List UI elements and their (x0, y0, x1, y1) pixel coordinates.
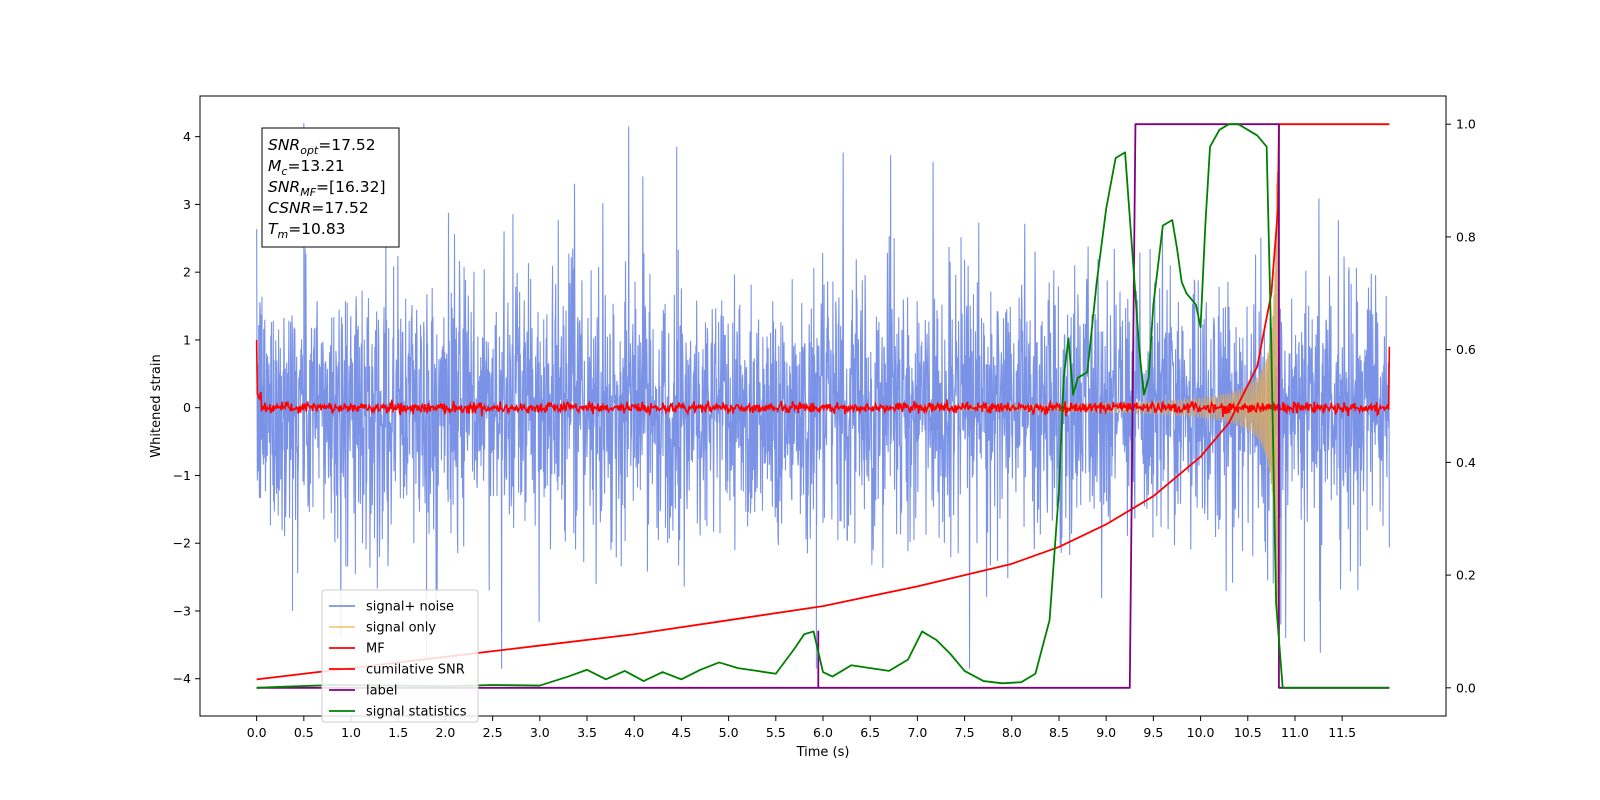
y2-tick-label: 0.0 (1456, 680, 1476, 695)
series-signal-statistics (256, 123, 1390, 689)
annotation-line: Mc=13.21 (268, 157, 345, 178)
x-tick-label: 11.5 (1328, 725, 1356, 740)
legend-label: label (366, 684, 397, 699)
x-tick-label: 7.5 (955, 725, 975, 740)
x-tick-label: 10.0 (1187, 725, 1215, 740)
x-tick-label: 11.0 (1281, 725, 1309, 740)
label-line (256, 123, 1390, 689)
x-tick-label: 9.5 (1143, 725, 1163, 740)
series-signal-noise (256, 123, 1390, 669)
x-tick-label: 1.5 (388, 725, 408, 740)
legend-label: cumilative SNR (366, 663, 465, 678)
legend-label: MF (366, 642, 385, 657)
y-tick-label: −2 (173, 536, 191, 551)
y-tick-label: 4 (183, 129, 191, 144)
x-tick-label: 8.0 (1002, 725, 1022, 740)
mf-line (255, 339, 1391, 417)
y2-tick-label: 1.0 (1456, 117, 1476, 132)
legend-frame (321, 589, 479, 723)
x-axis-label: Time (s) (796, 745, 850, 760)
y-axis-label: Whitened strain (149, 354, 164, 457)
plot-area (255, 123, 1391, 689)
x-tick-label: 4.0 (624, 725, 644, 740)
y2-axis-ticks: 0.0 0.2 0.4 0.6 0.8 1.0 (1446, 117, 1476, 695)
y2-tick-label: 0.2 (1456, 568, 1476, 583)
legend: signal+ noise signal only MF cumilative SNR… (321, 589, 479, 723)
annotation-line: SNRMF=[16.32] (268, 178, 386, 199)
signal-noise-line (256, 126, 1390, 669)
y-tick-label: 2 (183, 265, 191, 280)
x-tick-label: 0.5 (294, 725, 314, 740)
legend-label: signal only (366, 621, 436, 636)
y-tick-label: 3 (183, 197, 191, 212)
x-tick-label: 10.5 (1234, 725, 1262, 740)
y2-tick-label: 0.8 (1456, 229, 1476, 244)
x-tick-label: 7.0 (907, 725, 927, 740)
x-tick-label: 0.0 (247, 725, 267, 740)
x-tick-label: 2.5 (483, 725, 503, 740)
x-tick-label: 1.0 (341, 725, 361, 740)
annotation-line: CSNR=17.52 (268, 199, 369, 217)
x-tick-label: 5.0 (719, 725, 739, 740)
x-tick-label: 6.0 (813, 725, 833, 740)
legend-label: signal+ noise (366, 600, 454, 615)
legend-label: signal statistics (366, 705, 467, 720)
y-axis-ticks: −4 −3 −2 −1 0 1 2 3 4 (173, 129, 200, 686)
y-tick-label: −4 (173, 671, 191, 686)
series-mf (255, 339, 1391, 417)
series-label (256, 123, 1390, 689)
y2-tick-label: 0.4 (1456, 455, 1476, 470)
x-tick-label: 9.0 (1096, 725, 1116, 740)
signal-statistics-line (256, 123, 1390, 689)
y2-tick-label: 0.6 (1456, 342, 1476, 357)
annotation-lines: SNRopt=17.52Mc=13.21SNRMF=[16.32]CSNR=17… (268, 136, 386, 241)
y-tick-label: 0 (183, 400, 191, 415)
legend-entries: signal+ noise signal only MF cumilative SNR… (329, 600, 467, 720)
annotation-box: SNRopt=17.52Mc=13.21SNRMF=[16.32]CSNR=17… (261, 127, 400, 248)
cumilative-snr-line (256, 123, 1390, 681)
x-tick-label: 4.5 (671, 725, 691, 740)
x-tick-label: 6.5 (860, 725, 880, 740)
x-tick-label: 3.0 (530, 725, 550, 740)
series-cumilative-snr (256, 123, 1390, 681)
x-tick-label: 2.0 (435, 725, 455, 740)
annotation-line: SNRopt=17.52 (268, 136, 376, 157)
y-tick-label: −1 (173, 468, 191, 483)
x-tick-label: 5.5 (766, 725, 786, 740)
y-tick-label: 1 (183, 332, 191, 347)
x-tick-label: 8.5 (1049, 725, 1069, 740)
annotation-frame (261, 127, 400, 248)
annotation-line: Tm=10.83 (268, 220, 346, 241)
y-tick-label: −3 (173, 603, 191, 618)
x-tick-label: 3.5 (577, 725, 597, 740)
